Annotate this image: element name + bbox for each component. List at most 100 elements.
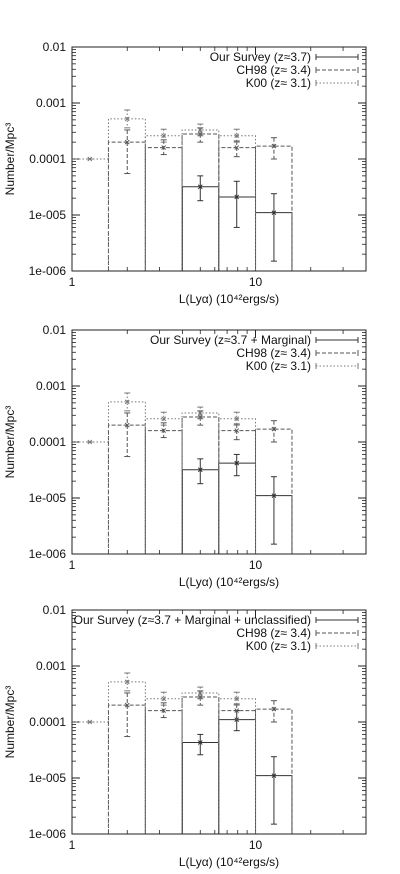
histogram-bin xyxy=(181,696,220,834)
data-point xyxy=(161,428,167,433)
legend-label: Our Survey (z≈3.7 + Marginal + unclassif… xyxy=(74,613,311,627)
series-solid xyxy=(181,175,293,271)
data-point xyxy=(161,145,167,150)
histogram-bin xyxy=(218,430,257,554)
histogram-bin xyxy=(144,710,183,834)
data-point xyxy=(271,426,277,432)
histogram-bin xyxy=(144,698,183,834)
data-point xyxy=(234,416,240,422)
histogram-bin xyxy=(255,145,293,271)
histogram-bin xyxy=(181,133,220,271)
data-point xyxy=(124,139,130,145)
data-point xyxy=(197,467,203,473)
data-point xyxy=(161,708,167,713)
chart-panel-1: 1 10 0.01 0.001 0.0001 1e-005 1e-006 Our Survey… xyxy=(3,40,367,306)
y-tick-label: 0.0001 xyxy=(29,152,66,166)
data-point xyxy=(197,690,203,696)
y-tick-label: 1e-005 xyxy=(29,771,67,785)
y-tick-label: 1e-006 xyxy=(29,264,67,278)
y-tick-label: 1e-006 xyxy=(29,827,67,841)
data-point xyxy=(271,210,277,216)
chart-panel-2: 1 10 0.01 0.001 0.0001 1e-005 1e-006 Our Survey… xyxy=(3,323,367,589)
data-point xyxy=(197,184,203,190)
data-point xyxy=(234,133,240,139)
y-axis-label: Number/Mpc³ xyxy=(3,123,17,196)
histogram-bin xyxy=(144,147,183,271)
histogram-bin xyxy=(218,462,257,554)
y-tick-label: 1e-005 xyxy=(29,491,67,505)
series-solid xyxy=(181,453,293,554)
histogram-bin xyxy=(181,416,220,554)
series-dotted xyxy=(71,672,257,834)
series-solid xyxy=(181,710,293,834)
histogram-bin xyxy=(144,135,183,271)
histogram-bin xyxy=(218,698,257,834)
histogram-bin xyxy=(218,719,257,834)
plot-frame xyxy=(71,609,367,835)
data-point xyxy=(124,116,130,122)
series-dotted xyxy=(71,109,257,271)
data-point xyxy=(234,708,240,713)
data-point xyxy=(271,706,277,712)
data-point xyxy=(161,416,167,422)
x-tick-label: 1 xyxy=(69,558,76,572)
y-tick-label: 0.001 xyxy=(36,659,66,673)
data-point xyxy=(234,696,240,702)
x-tick-label: 10 xyxy=(249,838,263,852)
legend: Our Survey (z≈3.7)CH98 (z≈ 3.4)K00 (z≈ 3… xyxy=(210,50,359,90)
y-tick-label: 0.0001 xyxy=(29,435,66,449)
data-point xyxy=(234,428,240,433)
y-tick-label: 0.001 xyxy=(36,379,66,393)
data-point xyxy=(87,156,93,162)
y-tick-label: 0.001 xyxy=(36,96,66,110)
x-tick-label: 10 xyxy=(249,275,263,289)
histogram-bin xyxy=(181,742,220,834)
data-point xyxy=(271,773,277,779)
histogram-bin xyxy=(181,412,220,554)
data-point xyxy=(271,143,277,149)
data-point xyxy=(124,399,130,405)
y-axis-label: Number/Mpc³ xyxy=(3,406,17,479)
legend-label: Our Survey (z≈3.7) xyxy=(210,50,311,64)
legend-label: Our Survey (z≈3.7 + Marginal) xyxy=(150,333,311,347)
data-point xyxy=(271,493,277,499)
data-point xyxy=(197,740,203,745)
legend-label: CH98 (z≈ 3.4) xyxy=(236,63,311,77)
data-point xyxy=(197,127,203,133)
legend-label: K00 (z≈ 3.1) xyxy=(246,359,311,373)
x-axis-label: L(Lyα) (10⁴²ergs/s) xyxy=(179,575,279,589)
series-dashed xyxy=(107,690,293,834)
legend: Our Survey (z≈3.7 + Marginal + unclassif… xyxy=(74,613,359,653)
data-point xyxy=(87,719,93,725)
histogram-bin xyxy=(181,692,220,834)
legend-label: CH98 (z≈ 3.4) xyxy=(236,626,311,640)
data-point xyxy=(234,460,240,466)
y-tick-label: 0.0001 xyxy=(29,715,66,729)
histogram-bin xyxy=(144,430,183,554)
y-tick-label: 0.01 xyxy=(43,40,67,54)
x-tick-label: 1 xyxy=(69,275,76,289)
data-point xyxy=(234,194,240,200)
legend-label: K00 (z≈ 3.1) xyxy=(246,639,311,653)
x-axis-label: L(Lyα) (10⁴²ergs/s) xyxy=(179,855,279,869)
data-point xyxy=(234,145,240,150)
histogram-bin xyxy=(218,135,257,271)
data-point xyxy=(197,410,203,416)
y-tick-label: 0.01 xyxy=(43,603,67,617)
histogram-bin xyxy=(218,418,257,554)
histogram-bin xyxy=(144,418,183,554)
data-point xyxy=(124,679,130,685)
y-tick-label: 0.01 xyxy=(43,323,67,337)
data-point xyxy=(161,133,167,139)
data-point xyxy=(161,696,167,702)
x-tick-label: 10 xyxy=(249,558,263,572)
x-tick-label: 1 xyxy=(69,838,76,852)
x-axis-label: L(Lyα) (10⁴²ergs/s) xyxy=(179,292,279,306)
legend-label: K00 (z≈ 3.1) xyxy=(246,76,311,90)
histogram-bin xyxy=(255,428,293,554)
chart-panel-3: 1 10 0.01 0.001 0.0001 1e-005 1e-006 Our Survey… xyxy=(3,603,367,869)
plot-frame xyxy=(71,329,367,555)
histogram-bin xyxy=(181,129,220,271)
y-tick-label: 1e-005 xyxy=(29,208,67,222)
